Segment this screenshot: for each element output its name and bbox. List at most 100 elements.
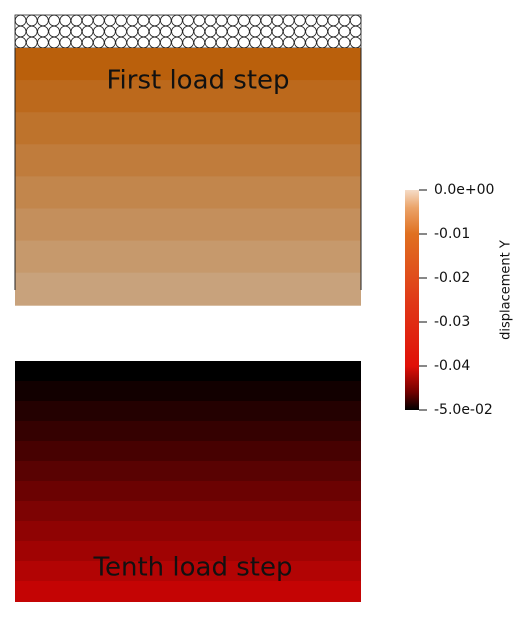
mesh-node bbox=[160, 36, 172, 49]
mesh-node bbox=[227, 36, 239, 49]
mesh-node bbox=[249, 25, 261, 38]
mesh-node bbox=[349, 14, 362, 27]
mesh-node bbox=[305, 14, 317, 27]
mesh-node bbox=[137, 36, 150, 49]
mesh-node bbox=[193, 14, 206, 27]
band bbox=[15, 481, 361, 502]
mesh-node bbox=[294, 36, 306, 49]
mesh-node bbox=[260, 14, 273, 27]
mesh-node bbox=[193, 25, 206, 38]
mesh-node bbox=[193, 36, 206, 49]
mesh-node bbox=[204, 36, 217, 49]
mesh-node bbox=[160, 25, 172, 38]
tick-label: -5.0e-02 bbox=[434, 402, 493, 418]
band bbox=[15, 240, 361, 274]
mesh-node bbox=[148, 36, 161, 49]
mesh-node bbox=[227, 14, 239, 27]
band bbox=[15, 421, 361, 442]
band bbox=[15, 272, 361, 306]
mesh-node bbox=[249, 14, 261, 27]
mesh-node bbox=[115, 14, 127, 27]
mesh-node bbox=[327, 36, 340, 49]
mesh-node bbox=[92, 36, 105, 49]
band bbox=[15, 48, 361, 81]
band bbox=[15, 401, 361, 422]
mesh-node bbox=[249, 36, 261, 49]
mesh-node bbox=[59, 14, 72, 27]
band bbox=[15, 501, 361, 522]
mesh-node bbox=[148, 25, 161, 38]
mesh-node bbox=[338, 36, 351, 49]
mesh-node bbox=[48, 36, 60, 49]
mesh-node bbox=[115, 25, 127, 38]
domain-bottom bbox=[15, 361, 361, 602]
mesh-node bbox=[171, 36, 183, 49]
mesh-node bbox=[59, 36, 72, 49]
mesh-node bbox=[37, 14, 49, 27]
mesh-node bbox=[70, 36, 83, 49]
tick-label: 0.0e+00 bbox=[434, 182, 494, 198]
mesh-node bbox=[37, 25, 49, 38]
mesh-node bbox=[70, 14, 83, 27]
mesh-node bbox=[25, 14, 38, 27]
band bbox=[15, 361, 361, 382]
mesh-node bbox=[81, 36, 94, 49]
mesh-node bbox=[48, 14, 60, 27]
mesh-node bbox=[48, 25, 60, 38]
mesh-node bbox=[59, 25, 72, 38]
mesh-node bbox=[260, 25, 273, 38]
colorbar bbox=[405, 190, 419, 410]
mesh-top bbox=[14, 14, 362, 49]
mesh-node bbox=[137, 25, 150, 38]
tick-label: -0.01 bbox=[434, 226, 470, 242]
mesh-node bbox=[271, 14, 284, 27]
band bbox=[15, 112, 361, 146]
mesh-node bbox=[215, 14, 228, 27]
mesh-node bbox=[316, 14, 328, 27]
band bbox=[15, 561, 361, 582]
tick-label: -0.04 bbox=[434, 358, 470, 374]
mesh-node bbox=[14, 25, 27, 38]
band bbox=[15, 581, 361, 602]
mesh-node bbox=[305, 25, 317, 38]
tick-label: -0.02 bbox=[434, 270, 470, 286]
mesh-node bbox=[215, 36, 228, 49]
mesh-node bbox=[227, 25, 239, 38]
band bbox=[15, 541, 361, 562]
mesh-node bbox=[238, 36, 250, 49]
mesh-node bbox=[104, 25, 116, 38]
mesh-node bbox=[327, 14, 340, 27]
mesh-node bbox=[92, 14, 105, 27]
mesh-node bbox=[349, 25, 362, 38]
mesh-node bbox=[160, 14, 172, 27]
mesh-node bbox=[282, 25, 295, 38]
band bbox=[15, 176, 361, 210]
mesh-node bbox=[238, 14, 250, 27]
mesh-node bbox=[316, 36, 328, 49]
mesh-node bbox=[204, 25, 217, 38]
mesh-node bbox=[126, 25, 139, 38]
band bbox=[15, 461, 361, 482]
mesh-node bbox=[182, 14, 194, 27]
band bbox=[15, 208, 361, 242]
mesh-node bbox=[14, 14, 27, 27]
mesh-node bbox=[171, 14, 183, 27]
mesh-node bbox=[305, 36, 317, 49]
panel-label: First load step bbox=[106, 66, 289, 96]
mesh-node bbox=[171, 25, 183, 38]
mesh-node bbox=[260, 36, 273, 49]
mesh-node bbox=[104, 36, 116, 49]
mesh-node bbox=[338, 25, 351, 38]
mesh-node bbox=[25, 36, 38, 49]
colorbar-ticks: 0.0e+00 -0.01 -0.02 -0.03 -0.04 -5.0e-02 bbox=[419, 182, 494, 418]
mesh-node bbox=[126, 36, 139, 49]
mesh-node bbox=[271, 25, 284, 38]
band bbox=[15, 441, 361, 462]
mesh-node bbox=[104, 14, 116, 27]
mesh-node bbox=[37, 36, 49, 49]
panel-label: Tenth load step bbox=[93, 553, 293, 583]
mesh-node bbox=[294, 25, 306, 38]
mesh-node bbox=[271, 36, 284, 49]
mesh-node bbox=[148, 14, 161, 27]
